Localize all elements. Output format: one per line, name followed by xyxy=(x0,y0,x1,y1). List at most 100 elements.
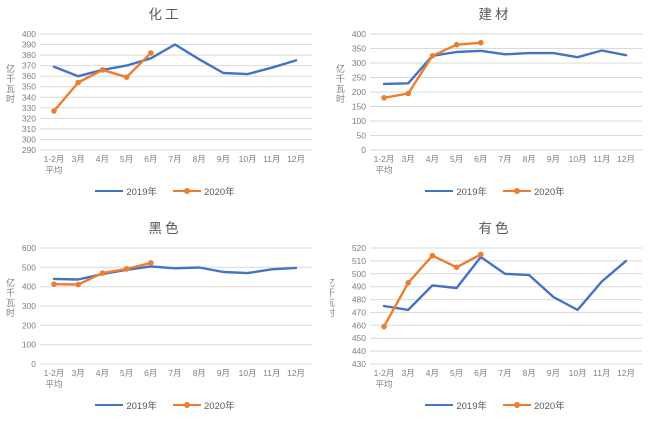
chart-title: 建材 xyxy=(478,7,512,22)
svg-text:510: 510 xyxy=(352,256,366,266)
legend-label-2019: 2019年 xyxy=(456,187,487,198)
svg-text:11月: 11月 xyxy=(263,154,280,164)
svg-text:9月: 9月 xyxy=(547,154,560,164)
svg-text:3月: 3月 xyxy=(402,154,415,164)
svg-text:400: 400 xyxy=(22,282,36,292)
chart-title: 有色 xyxy=(478,221,512,236)
svg-text:200: 200 xyxy=(352,87,366,97)
svg-text:8月: 8月 xyxy=(523,368,536,378)
svg-text:4月: 4月 xyxy=(96,154,109,164)
legend-label-2020: 2020年 xyxy=(534,401,565,412)
svg-text:600: 600 xyxy=(22,243,36,253)
legend-line-2020-swatch xyxy=(173,401,201,408)
legend-line-2020-swatch xyxy=(503,401,531,408)
chart-nonferrous: 有色 亿千瓦时 430 440 450 460 470 480 490 500 510 520 1-… xyxy=(330,214,660,428)
svg-text:3月: 3月 xyxy=(72,154,85,164)
legend: 2019年 2020年 xyxy=(0,399,330,412)
legend-marker-dot xyxy=(514,401,520,408)
legend-item-2020: 2020年 xyxy=(503,184,565,198)
svg-text:520: 520 xyxy=(352,243,366,253)
legend-item-2019: 2019年 xyxy=(425,184,487,198)
svg-text:10月: 10月 xyxy=(239,154,257,164)
svg-text:460: 460 xyxy=(352,320,366,330)
legend-line-2020-swatch xyxy=(173,187,201,194)
legend: 2019年 2020年 xyxy=(330,398,660,412)
svg-text:290: 290 xyxy=(22,145,36,155)
svg-text:4月: 4月 xyxy=(426,154,439,164)
svg-text:4月: 4月 xyxy=(96,368,109,378)
svg-text:10月: 10月 xyxy=(239,368,257,378)
svg-text:1-2月: 1-2月 xyxy=(374,368,395,378)
svg-text:5月: 5月 xyxy=(450,368,463,378)
svg-text:390: 390 xyxy=(22,40,36,50)
svg-text:10月: 10月 xyxy=(569,368,587,378)
chart-title: 黑色 xyxy=(148,221,182,236)
svg-text:7月: 7月 xyxy=(498,368,511,378)
legend-item-2020: 2020年 xyxy=(503,398,565,412)
svg-text:250: 250 xyxy=(352,73,366,83)
svg-text:400: 400 xyxy=(22,29,36,39)
legend-label-2019: 2019年 xyxy=(126,187,157,198)
svg-text:4月: 4月 xyxy=(426,368,439,378)
svg-text:330: 330 xyxy=(22,103,36,113)
svg-text:430: 430 xyxy=(352,359,366,369)
svg-text:360: 360 xyxy=(22,71,36,81)
legend-marker-dot xyxy=(514,187,520,194)
legend-line-2019-swatch xyxy=(95,403,124,407)
legend-label-2020: 2020年 xyxy=(204,401,235,412)
svg-text:平均: 平均 xyxy=(375,379,392,389)
svg-text:350: 350 xyxy=(22,82,36,92)
svg-text:12月: 12月 xyxy=(287,368,305,378)
svg-text:500: 500 xyxy=(22,262,36,272)
chart-chemical: 化工 亿千瓦时 290 300 310 320 330 340 350 360 370 380 39… xyxy=(0,0,330,214)
svg-text:500: 500 xyxy=(352,269,366,279)
legend-line-2019-swatch xyxy=(425,403,454,407)
legend-line-2019-swatch xyxy=(95,189,124,193)
chart-ferrous: 黑色 亿千瓦时 0 100 200 300 400 500 600 1-2月 平均 3月 4月 5月 6… xyxy=(0,214,330,428)
svg-text:0: 0 xyxy=(31,359,36,369)
legend-label-2019: 2019年 xyxy=(126,401,157,412)
svg-text:350: 350 xyxy=(352,44,366,54)
svg-text:9月: 9月 xyxy=(217,154,230,164)
legend-marker-dot xyxy=(184,187,190,194)
svg-text:5月: 5月 xyxy=(120,368,133,378)
svg-text:100: 100 xyxy=(352,116,366,126)
svg-text:5月: 5月 xyxy=(120,154,133,164)
svg-text:480: 480 xyxy=(352,295,366,305)
svg-text:8月: 8月 xyxy=(523,154,536,164)
svg-text:7月: 7月 xyxy=(498,154,511,164)
svg-text:11月: 11月 xyxy=(593,154,610,164)
svg-text:7月: 7月 xyxy=(168,154,181,164)
svg-text:300: 300 xyxy=(22,301,36,311)
svg-text:5月: 5月 xyxy=(450,154,463,164)
svg-text:310: 310 xyxy=(22,124,36,134)
svg-text:3月: 3月 xyxy=(402,368,415,378)
svg-text:0: 0 xyxy=(361,145,366,155)
svg-text:6月: 6月 xyxy=(144,368,157,378)
legend-marker-dot xyxy=(184,401,190,408)
svg-text:9月: 9月 xyxy=(547,368,560,378)
svg-text:440: 440 xyxy=(352,346,366,356)
svg-text:10月: 10月 xyxy=(569,154,587,164)
svg-text:3月: 3月 xyxy=(72,368,85,378)
svg-text:平均: 平均 xyxy=(45,379,62,389)
legend-item-2020: 2020年 xyxy=(173,184,235,198)
legend-line-2019-swatch xyxy=(425,189,454,193)
svg-text:300: 300 xyxy=(22,135,36,145)
svg-text:380: 380 xyxy=(22,50,36,60)
svg-text:1-2月: 1-2月 xyxy=(374,154,395,164)
chart-building-materials: 建材 亿千瓦时 0 50 100 150 200 250 300 350 400 1-2月 平均 3月… xyxy=(330,0,660,214)
svg-text:1-2月: 1-2月 xyxy=(44,154,65,164)
svg-text:400: 400 xyxy=(352,29,366,39)
svg-text:1-2月: 1-2月 xyxy=(44,368,65,378)
svg-text:200: 200 xyxy=(22,320,36,330)
svg-text:340: 340 xyxy=(22,92,36,102)
svg-text:12月: 12月 xyxy=(287,154,305,164)
svg-text:6月: 6月 xyxy=(144,154,157,164)
svg-text:450: 450 xyxy=(352,333,366,343)
chart-title: 化工 xyxy=(148,7,182,22)
legend: 2019年 2020年 xyxy=(0,184,330,198)
